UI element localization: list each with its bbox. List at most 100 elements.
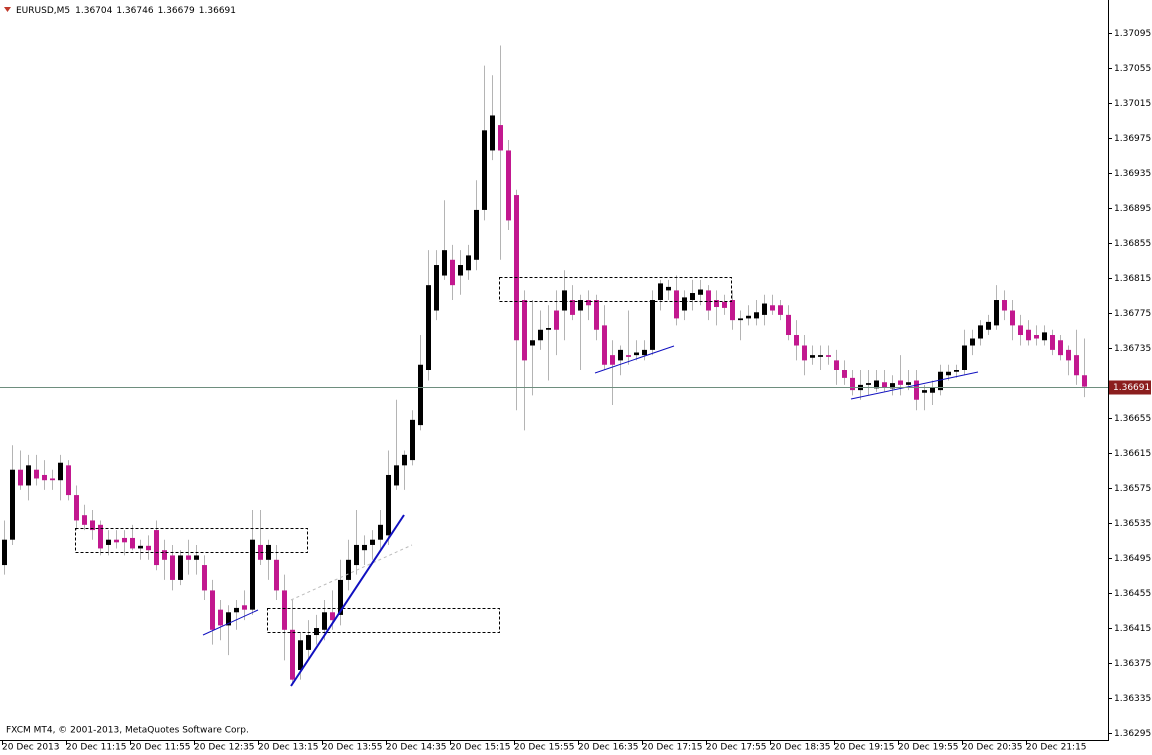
candle-body [1050,335,1055,350]
candle-body [226,612,231,626]
y-tick-label: 1.37095 [1114,29,1151,39]
candle-body [922,390,927,393]
candle-body [962,345,967,370]
trend-line [202,609,259,636]
candle-body [778,305,783,315]
price-label: 1.36691 [1113,383,1150,393]
x-tick-label: 20 Dec 13:55 [322,743,383,753]
y-tick-label: 1.36935 [1114,169,1151,179]
candle-body [450,259,455,286]
candle-body [754,312,759,319]
candle-body [146,545,151,551]
candle-body [434,265,439,311]
candle-body [1010,310,1015,326]
y-tick-label: 1.36975 [1114,134,1151,144]
candle-body [346,559,351,580]
candle-body [714,300,719,308]
candle-body [418,364,423,426]
candle-body [82,515,87,525]
candle-body [362,544,367,551]
candle-body [634,352,639,356]
x-tick-label: 20 Dec 12:35 [194,743,255,753]
y-tick-label: 1.36855 [1114,239,1151,249]
candle-body [618,349,623,361]
candle-body [234,607,239,613]
y-tick-label: 1.37015 [1114,99,1151,109]
x-tick-label: 20 Dec 21:15 [1026,743,1087,753]
x-tick-label: 20 Dec 20:35 [962,743,1023,753]
y-tick-label: 1.36815 [1114,274,1151,284]
header-open: 1.36704 [75,6,112,16]
plot [2,45,1087,685]
candle-body [106,539,111,545]
candle-body [746,315,751,319]
candle-body [138,545,143,549]
candle-body [514,195,519,341]
candle-body [722,301,727,308]
candle-body [818,355,823,357]
candle-body [74,495,79,521]
candle-body [682,297,687,311]
candle-body [610,355,615,365]
candle-body [850,377,855,391]
x-tick-label: 20 Dec 15:55 [514,743,575,753]
y-tick-label: 1.37055 [1114,64,1151,74]
candle-body [458,265,463,276]
candle-body [578,300,583,311]
header: EURUSD,M5 1.36704 1.36746 1.36679 1.36691 [16,6,236,16]
candle-body [674,290,679,319]
header-low: 1.36679 [158,6,195,16]
candle-body [890,383,895,389]
candle-body [50,478,55,481]
candle-body [1026,329,1031,341]
candle-body [586,300,591,306]
candle-body [122,537,127,543]
x-tick-label: 20 Dec 19:55 [898,743,959,753]
candle-body [330,612,335,621]
candle-body [698,289,703,295]
candle-body [90,520,95,531]
candle-body [482,130,487,210]
candle-body [426,285,431,370]
candle-body [1058,340,1063,356]
candle-body [410,419,415,461]
candle-body [882,382,887,388]
symbol: EURUSD,M5 [16,6,70,16]
candle-body [522,300,527,361]
candle-body [954,370,959,372]
candle-body [442,250,447,276]
candle-body [58,462,63,481]
candle-body [18,469,23,486]
candle-body [602,325,607,365]
header-close: 1.36691 [199,6,236,16]
candle-body [866,383,871,385]
candle-body [2,539,7,566]
price-label-box [1109,380,1151,395]
candle-body [794,335,799,346]
candle-body [162,550,167,560]
candle-body [66,465,71,496]
candle-body [762,303,767,315]
candle-body [466,255,471,271]
candle-body [930,387,935,393]
y-tick-label: 1.36775 [1114,309,1151,319]
candle-body [130,537,135,549]
candle-body [538,329,543,341]
dotted-line [290,544,413,601]
candle-body [10,469,15,540]
candle-body [154,530,159,566]
candle-body [1034,335,1039,339]
candle-body [770,305,775,311]
candle-body [1002,300,1007,311]
candle-body [290,629,295,680]
candle-body [394,465,399,486]
x-tick-label: 20 Dec 11:55 [130,743,191,753]
candle-body [26,465,31,486]
candle-body [338,579,343,615]
candle-body [906,382,911,385]
candle-body [114,539,119,543]
y-tick-label: 1.36575 [1114,484,1151,494]
candle-body [506,150,511,221]
candle-body [938,371,943,391]
candle-body [370,539,375,545]
